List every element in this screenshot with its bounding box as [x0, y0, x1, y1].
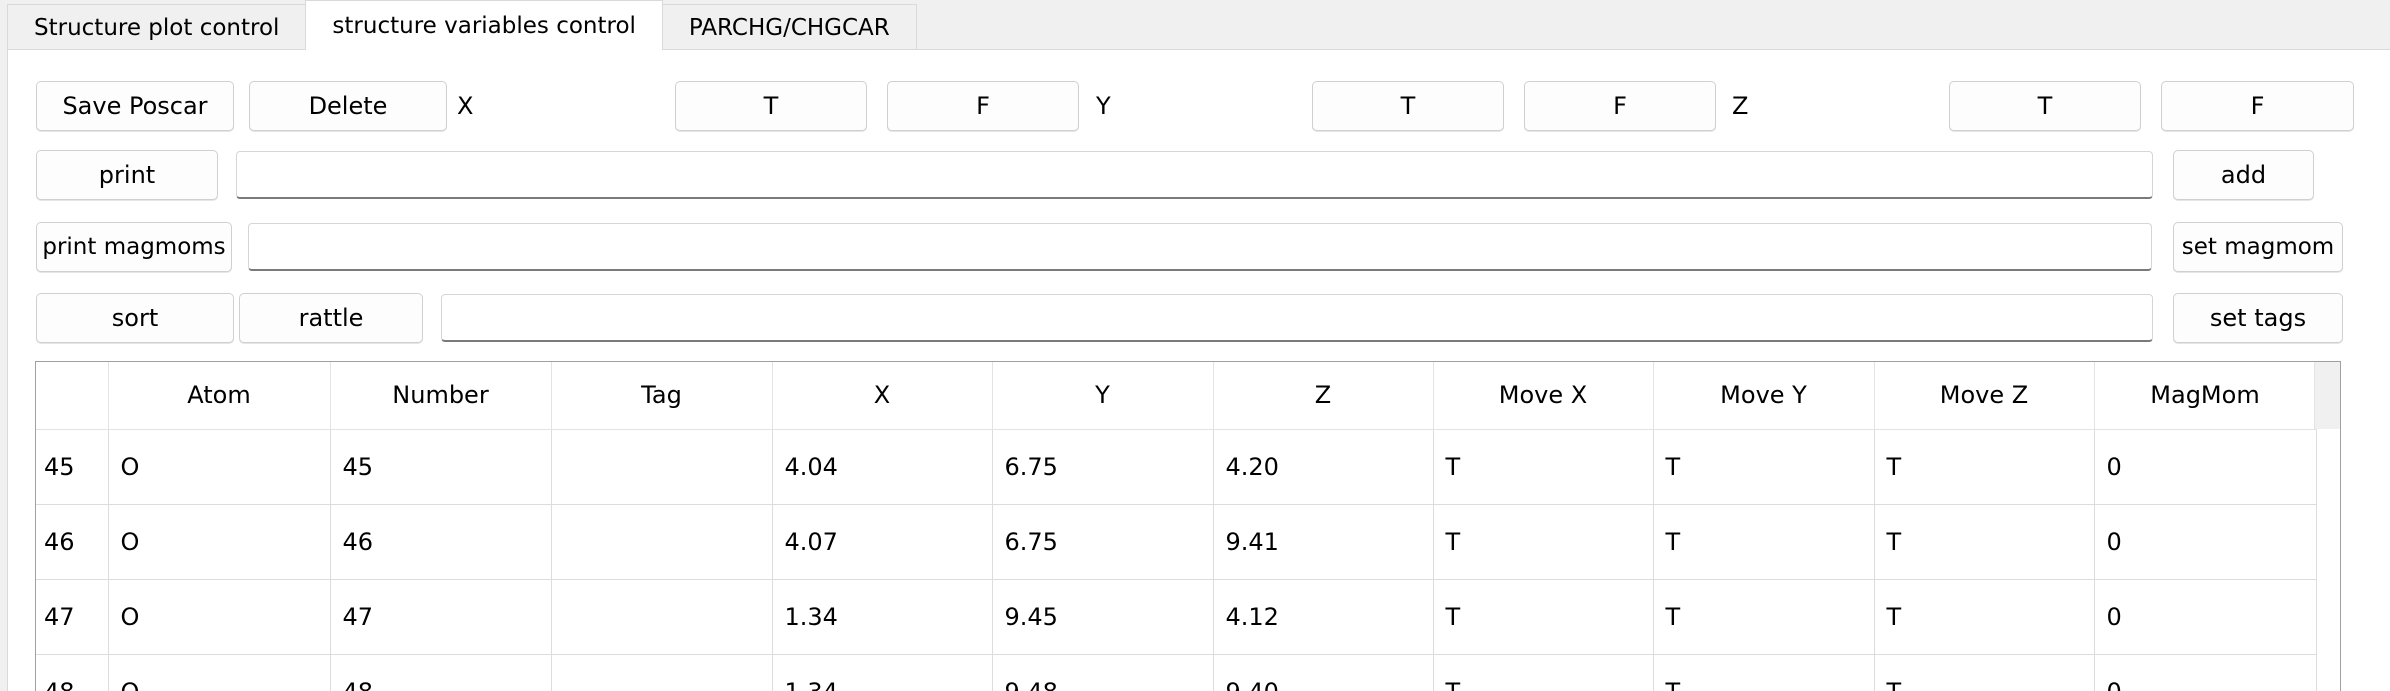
column-header-atom[interactable]: Atom: [108, 362, 331, 430]
cell-move-z[interactable]: T: [1874, 654, 2095, 691]
print-button[interactable]: print: [36, 150, 218, 200]
row-header[interactable]: 48: [36, 654, 109, 691]
print-magmoms-button[interactable]: print magmoms: [36, 222, 232, 272]
cell-move-y[interactable]: T: [1653, 429, 1875, 505]
cell-move-x[interactable]: T: [1433, 429, 1654, 505]
set-tags-button[interactable]: set tags: [2173, 293, 2343, 343]
cell-x[interactable]: 1.34: [772, 579, 993, 655]
cell-tag[interactable]: [551, 504, 773, 580]
cell-number[interactable]: 47: [330, 579, 552, 655]
cell-y[interactable]: 6.75: [992, 504, 1214, 580]
tab-parchg-chgcar[interactable]: PARCHG/CHGCAR: [661, 4, 917, 50]
cell-move-y[interactable]: T: [1653, 504, 1875, 580]
rattle-button[interactable]: rattle: [239, 293, 423, 343]
z-true-button[interactable]: T: [1949, 81, 2141, 131]
column-header-move-z[interactable]: Move Z: [1874, 362, 2095, 430]
cell-magmom[interactable]: 0: [2094, 654, 2317, 691]
table-row[interactable]: 45 O 45 4.04 6.75 4.20 T T T 0: [36, 429, 2317, 505]
cell-y[interactable]: 9.48: [992, 654, 1214, 691]
cell-x[interactable]: 4.07: [772, 504, 993, 580]
cell-magmom[interactable]: 0: [2094, 429, 2317, 505]
table-row[interactable]: 48O481.349.489.40TTT0: [36, 654, 2317, 691]
cell-tag[interactable]: [551, 579, 773, 655]
atoms-table-grid: Atom Number Tag X Y Z Move X Move Y Move…: [36, 362, 2317, 691]
table-corner[interactable]: [36, 362, 109, 430]
tab-structure-variables-control[interactable]: structure variables control: [305, 0, 663, 50]
cell-atom[interactable]: O: [108, 429, 331, 505]
column-header-tag[interactable]: Tag: [551, 362, 773, 430]
column-header-z[interactable]: Z: [1213, 362, 1434, 430]
cell-x[interactable]: 1.34: [772, 654, 993, 691]
save-poscar-button[interactable]: Save Poscar: [36, 81, 234, 131]
y-false-button[interactable]: F: [1524, 81, 1716, 131]
column-header-move-y[interactable]: Move Y: [1653, 362, 1875, 430]
x-false-button[interactable]: F: [887, 81, 1079, 131]
rattle-input[interactable]: [441, 294, 2153, 342]
tab-bar: Structure plot control structure variabl…: [7, 0, 917, 50]
tab-structure-plot-control[interactable]: Structure plot control: [7, 4, 307, 50]
cell-tag[interactable]: [551, 429, 773, 505]
cell-x[interactable]: 4.04: [772, 429, 993, 505]
cell-move-x[interactable]: T: [1433, 504, 1654, 580]
cell-move-x[interactable]: T: [1433, 654, 1654, 691]
cell-number[interactable]: 48: [330, 654, 552, 691]
sort-button[interactable]: sort: [36, 293, 234, 343]
cell-tag[interactable]: [551, 654, 773, 691]
table-header-row: Atom Number Tag X Y Z Move X Move Y Move…: [36, 362, 2317, 430]
row-header[interactable]: 46: [36, 504, 109, 580]
y-true-button[interactable]: T: [1312, 81, 1504, 131]
column-header-magmom[interactable]: MagMom: [2094, 362, 2317, 430]
z-label: Z: [1732, 92, 1749, 120]
cell-z[interactable]: 4.20: [1213, 429, 1434, 505]
cell-atom[interactable]: O: [108, 504, 331, 580]
print-input[interactable]: [236, 151, 2153, 199]
cell-move-z[interactable]: T: [1874, 504, 2095, 580]
cell-move-y[interactable]: T: [1653, 654, 1875, 691]
cell-z[interactable]: 9.41: [1213, 504, 1434, 580]
cell-magmom[interactable]: 0: [2094, 579, 2317, 655]
atoms-table[interactable]: Atom Number Tag X Y Z Move X Move Y Move…: [35, 361, 2341, 691]
cell-atom[interactable]: O: [108, 579, 331, 655]
cell-atom[interactable]: O: [108, 654, 331, 691]
x-true-button[interactable]: T: [675, 81, 867, 131]
delete-button[interactable]: Delete: [249, 81, 447, 131]
cell-number[interactable]: 45: [330, 429, 552, 505]
cell-move-z[interactable]: T: [1874, 429, 2095, 505]
column-header-move-x[interactable]: Move X: [1433, 362, 1654, 430]
table-row[interactable]: 46 O 46 4.07 6.75 9.41 T T T 0: [36, 504, 2317, 580]
z-false-button[interactable]: F: [2161, 81, 2354, 131]
cell-y[interactable]: 6.75: [992, 429, 1214, 505]
cell-z[interactable]: 9.40: [1213, 654, 1434, 691]
set-magmom-button[interactable]: set magmom: [2173, 222, 2343, 272]
cell-move-y[interactable]: T: [1653, 579, 1875, 655]
magmom-input[interactable]: [248, 223, 2152, 271]
cell-magmom[interactable]: 0: [2094, 504, 2317, 580]
column-header-number[interactable]: Number: [330, 362, 552, 430]
cell-z[interactable]: 4.12: [1213, 579, 1434, 655]
row-header[interactable]: 45: [36, 429, 109, 505]
cell-move-z[interactable]: T: [1874, 579, 2095, 655]
add-button[interactable]: add: [2173, 150, 2314, 200]
structure-variables-panel: Save Poscar Delete X T F Y T F Z T F pri…: [7, 49, 2390, 691]
cell-y[interactable]: 9.45: [992, 579, 1214, 655]
x-label: X: [457, 92, 474, 120]
y-label: Y: [1096, 92, 1111, 120]
row-header[interactable]: 47: [36, 579, 109, 655]
table-row[interactable]: 47 O 47 1.34 9.45 4.12 T T T 0: [36, 579, 2317, 655]
column-header-y[interactable]: Y: [992, 362, 1214, 430]
column-header-x[interactable]: X: [772, 362, 993, 430]
cell-number[interactable]: 46: [330, 504, 552, 580]
vertical-scrollbar[interactable]: [2314, 362, 2340, 429]
cell-move-x[interactable]: T: [1433, 579, 1654, 655]
